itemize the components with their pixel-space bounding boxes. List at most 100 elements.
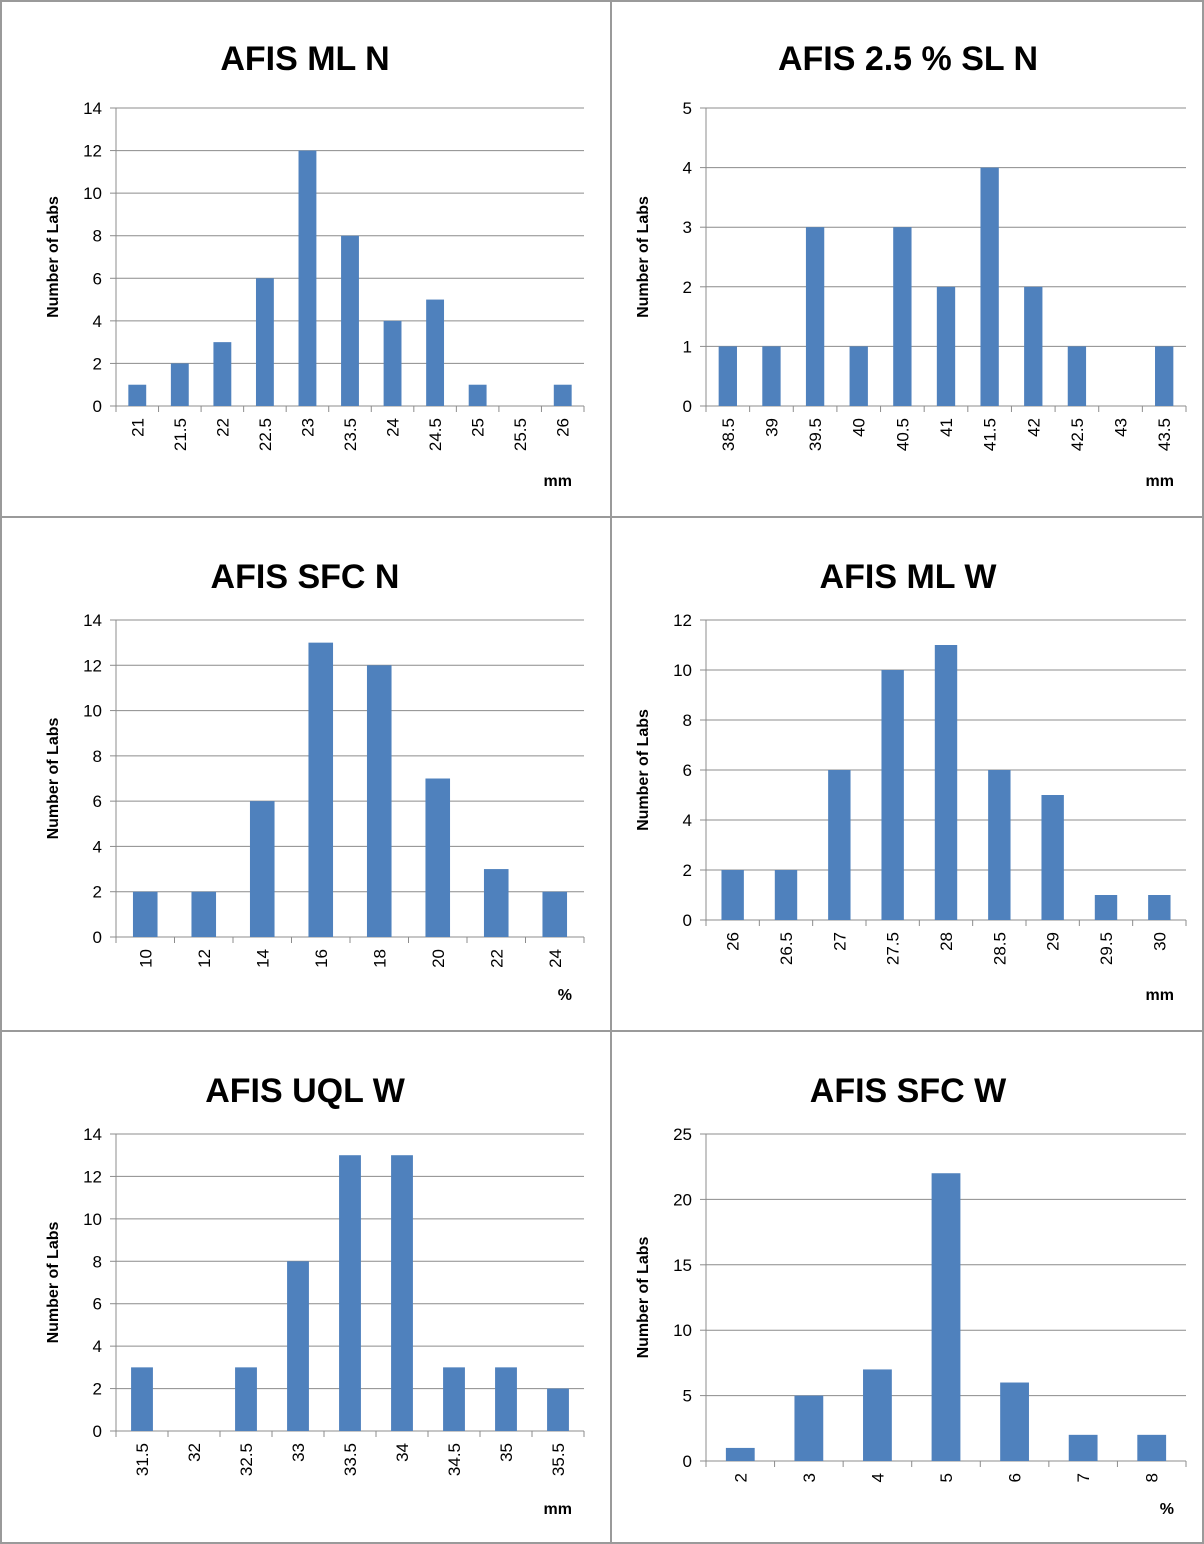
y-tick-label: 2	[93, 1380, 102, 1399]
x-tick-label: 43.5	[1155, 418, 1174, 451]
chart-afis-ml-n: AFIS ML N 0 2 4 6 8 10 12 14 Number of Labs 21 21.5…	[0, 0, 610, 516]
y-tick-label: 0	[93, 1422, 102, 1441]
bar	[1041, 795, 1064, 920]
x-tick-label: 23	[298, 418, 317, 437]
bar	[849, 346, 868, 406]
bar	[988, 770, 1011, 920]
chart-title: AFIS 2.5 % SL N	[778, 40, 1038, 78]
y-axis-label: Number of Labs	[635, 196, 652, 318]
x-tick-label: 27	[830, 932, 849, 951]
x-tick-label: 20	[429, 949, 448, 968]
bar	[235, 1367, 257, 1431]
x-tick-label: 22	[487, 949, 506, 968]
bar	[828, 770, 851, 920]
x-tick-label: 32.5	[237, 1443, 256, 1476]
bar	[339, 1155, 361, 1431]
bar	[495, 1367, 517, 1431]
bar	[774, 870, 798, 920]
y-tick-label: 4	[93, 837, 102, 856]
x-tick-label: 39.5	[806, 418, 825, 451]
x-tick-label: 42	[1024, 418, 1043, 437]
y-tick-label: 0	[683, 397, 692, 416]
y-tick-label: 0	[93, 928, 102, 947]
bar	[255, 278, 274, 406]
bar	[893, 227, 912, 406]
bar	[425, 778, 451, 937]
chart-afis-sfc-n: AFIS SFC N 0 2 4 6 8 10 12 14 Number of Labs 10 12 1…	[0, 518, 610, 1030]
y-tick-label: 2	[93, 883, 102, 902]
grid-divider-horizontal-2	[0, 1030, 1204, 1032]
bar	[1148, 895, 1171, 920]
x-tick-label: 25	[469, 418, 488, 437]
y-axis-label: Number of Labs	[45, 718, 62, 840]
y-tick-label: 12	[83, 142, 102, 161]
x-tick-label: 31.5	[133, 1443, 152, 1476]
x-tick-label: 40.5	[893, 418, 912, 451]
bar	[547, 1388, 569, 1431]
chart-svg: AFIS ML W 0 2 4 6 8 10 12 Number of Labs 26 26.5 27…	[635, 558, 1187, 1004]
bar	[1000, 1382, 1029, 1461]
y-tick-label: 14	[83, 1125, 102, 1144]
chart-title: AFIS SFC W	[810, 1072, 1007, 1110]
x-tick-label: 40	[850, 418, 869, 437]
bar	[132, 891, 158, 937]
x-tick-label: 22	[213, 418, 232, 437]
bar	[881, 670, 904, 920]
bar	[1137, 1434, 1167, 1461]
y-tick-label: 4	[93, 312, 102, 331]
y-tick-label: 5	[683, 99, 692, 118]
y-tick-label: 10	[673, 661, 692, 680]
bar	[1067, 346, 1087, 406]
bar	[805, 227, 825, 406]
x-axis-label: mm	[1146, 987, 1174, 1004]
grid-divider-horizontal-1	[0, 516, 1204, 518]
x-tick-label: 4	[868, 1473, 887, 1482]
x-tick-label: 3	[800, 1473, 819, 1482]
y-tick-label: 14	[83, 611, 102, 630]
bar	[1068, 1434, 1098, 1461]
chart-title: AFIS SFC N	[211, 558, 400, 596]
x-tick-label: 24	[384, 418, 403, 437]
x-tick-label: 28.5	[990, 932, 1009, 965]
chart-afis-uql-w: AFIS UQL W 0 2 4 6 8 10 12 14 Number of Labs 31.5 3…	[0, 1032, 610, 1544]
bar	[794, 1395, 824, 1461]
chart-title: AFIS ML W	[820, 558, 998, 596]
y-tick-label: 14	[83, 99, 102, 118]
y-tick-label: 4	[683, 811, 692, 830]
bar	[936, 286, 956, 406]
bar	[131, 1367, 153, 1431]
bar	[341, 235, 359, 406]
x-tick-label: 23.5	[341, 418, 360, 451]
x-tick-label: 22.5	[256, 418, 275, 451]
x-tick-label: 25.5	[511, 418, 530, 451]
y-axis-label: Number of Labs	[45, 196, 62, 318]
y-tick-label: 12	[673, 611, 692, 630]
x-tick-label: 16	[312, 949, 331, 968]
x-tick-label: 35	[497, 1443, 516, 1462]
bar	[725, 1447, 755, 1461]
x-tick-label: 26	[554, 418, 573, 437]
x-tick-label: 28	[937, 932, 956, 951]
y-tick-label: 4	[93, 1337, 102, 1356]
x-tick-label: 12	[195, 949, 214, 968]
x-tick-label: 35.5	[549, 1443, 568, 1476]
x-tick-label: 41	[937, 418, 956, 437]
chart-title: AFIS ML N	[220, 40, 389, 78]
bar	[553, 384, 572, 406]
y-tick-label: 0	[93, 397, 102, 416]
x-tick-label: 24.5	[426, 418, 445, 451]
y-tick-label: 10	[83, 702, 102, 721]
x-tick-label: 6	[1006, 1473, 1025, 1482]
bar	[287, 1261, 309, 1431]
y-tick-label: 8	[93, 1252, 102, 1271]
bar	[443, 1367, 465, 1431]
x-tick-label: 8	[1143, 1473, 1162, 1482]
x-tick-label: 5	[937, 1473, 956, 1482]
chart-afis-sfc-w: AFIS SFC W 0 5 10 15 20 25 Number of Labs 2 3 4 5 6 7…	[612, 1032, 1204, 1544]
bar	[128, 384, 147, 406]
x-tick-label: 7	[1074, 1473, 1093, 1482]
y-tick-label: 12	[83, 1167, 102, 1186]
y-tick-label: 0	[683, 911, 692, 930]
